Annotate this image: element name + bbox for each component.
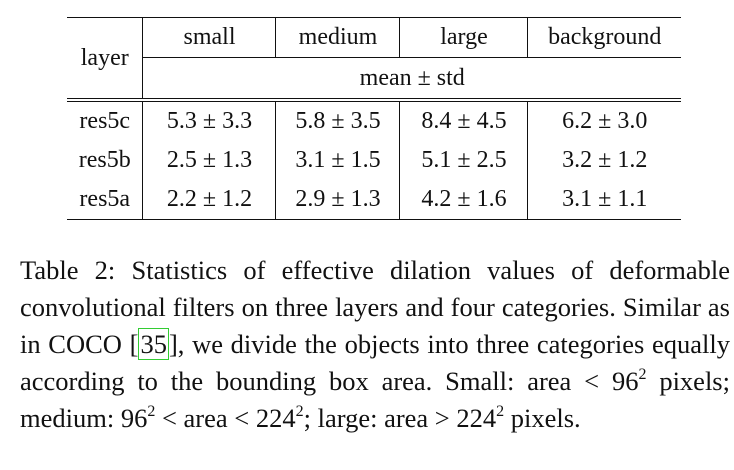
header-cell: large [399, 17, 528, 58]
citation[interactable]: 35 [138, 328, 169, 360]
row-label: res5a [67, 180, 143, 220]
header-cell: small [142, 17, 276, 58]
caption-text: < area < 224 [155, 403, 296, 433]
table-cell: 2.5 ± 1.3 [142, 141, 276, 180]
superscript: 2 [496, 403, 505, 420]
table-cell: 2.2 ± 1.2 [142, 180, 276, 220]
table-cell: 6.2 ± 3.0 [527, 100, 681, 141]
table-cell: 3.1 ± 1.5 [275, 141, 400, 180]
table-cell: 5.1 ± 2.5 [399, 141, 528, 180]
caption-text: ; large: area > 224 [303, 403, 497, 433]
table-cell: 4.2 ± 1.6 [399, 180, 528, 220]
header-row: layer small medium large background [67, 17, 681, 102]
caption: Table 2: Statistics of effective dilatio… [20, 252, 730, 437]
superscript: 2 [638, 366, 647, 383]
table-row: res5a 2.2 ± 1.2 2.9 ± 1.3 4.2 ± 1.6 3.1 ± 1.… [67, 180, 681, 220]
table-cell: 2.9 ± 1.3 [275, 180, 400, 220]
subheader-row: mean ± std [67, 57, 681, 102]
table-row: res5b 2.5 ± 1.3 3.1 ± 1.5 5.1 ± 2.5 3.2 ± 1.… [67, 141, 681, 180]
caption-text: pixels; medium: 96 [20, 366, 730, 433]
caption-text: pixels. [504, 403, 581, 433]
caption-text: ], we divide the objects into three cate… [20, 329, 730, 396]
superscript: 2 [147, 403, 156, 420]
table-cell: 5.8 ± 3.5 [275, 100, 400, 141]
header-cell: layer [67, 17, 143, 102]
header-cell: background [527, 17, 681, 58]
superscript: 2 [295, 403, 304, 420]
table-cell: 3.2 ± 1.2 [527, 141, 681, 180]
row-label: res5b [78, 147, 131, 173]
caption-text: Table 2: Statistics of effective dilatio… [20, 255, 730, 359]
table-cell: 8.4 ± 4.5 [399, 100, 528, 141]
table-row: res5c 5.3 ± 3.3 5.8 ± 3.5 8.4 ± 4.5 6.2 ± 3.… [67, 100, 681, 141]
subheader-cell: mean ± std [142, 57, 681, 102]
header-cell: medium [275, 17, 400, 58]
stats-table: layer small medium large background mean… [67, 17, 681, 220]
table-cell: 5.3 ± 3.3 [142, 100, 276, 141]
row-label: res5c [79, 108, 131, 134]
table-cell: 3.1 ± 1.1 [527, 180, 681, 220]
